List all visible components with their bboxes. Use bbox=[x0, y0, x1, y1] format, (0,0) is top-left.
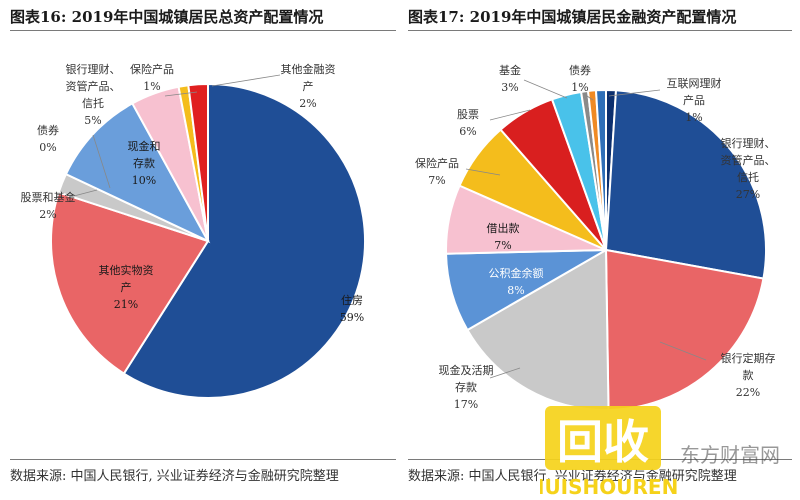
leader-other-financial bbox=[211, 74, 281, 87]
leader-bonds-fin bbox=[583, 93, 594, 101]
source-note-right: 数据来源: 中国人民银行, 兴业证券经济与金融研究院整理 bbox=[408, 469, 737, 484]
label-bonds-fin: 债券 1% bbox=[569, 63, 591, 94]
leader-cash-demand bbox=[489, 367, 521, 379]
label-wealth-mgmt: 银行理财、资管产品、信托 5% bbox=[66, 62, 121, 127]
label-provident-fund: 公积金余额 8% bbox=[489, 266, 544, 297]
watermark-side: 东方财富网 bbox=[680, 443, 780, 467]
chart-title-left: 图表16: 2019年中国城镇居民总资产配置情况 bbox=[10, 8, 324, 26]
leader-stocks-funds bbox=[69, 189, 98, 198]
right-slice-11 bbox=[594, 88, 607, 251]
chart-title-right: 图表17: 2019年中国城镇居民金融资产配置情况 bbox=[408, 8, 737, 26]
left-slice-0 bbox=[122, 82, 366, 399]
label-cash-demand: 现金及活期存款 17% bbox=[439, 363, 494, 411]
leader-time-deposits bbox=[659, 341, 707, 361]
label-other-physical: 其他实物资产 21% bbox=[99, 263, 154, 311]
source-rule-left bbox=[10, 459, 396, 460]
label-cash-deposits: 现金和存款 10% bbox=[128, 139, 161, 187]
watermark-sub: HUISHOUREN bbox=[540, 475, 678, 499]
watermark-main: 回收 bbox=[557, 415, 649, 469]
source-note-left: 数据来源: 中国人民银行, 兴业证券经济与金融研究院整理 bbox=[10, 469, 339, 484]
pie-chart-left bbox=[50, 82, 366, 399]
leader-bonds bbox=[92, 134, 111, 189]
label-other-financial: 其他金融资产 2% bbox=[281, 62, 336, 110]
label-time-deposits: 银行定期存款 22% bbox=[721, 351, 776, 399]
left-slice-1 bbox=[50, 191, 210, 375]
label-stocks: 股票 6% bbox=[457, 108, 479, 138]
left-slice-7 bbox=[187, 82, 209, 242]
label-funds: 基金 3% bbox=[499, 63, 521, 94]
label-internet-wealth: 互联网理财产品 1% bbox=[667, 76, 722, 124]
leader-stocks bbox=[489, 109, 531, 121]
label-insurance-fin: 保险产品 7% bbox=[415, 156, 459, 187]
title-rule-left bbox=[10, 30, 396, 31]
label-loans-out: 借出款 7% bbox=[487, 221, 520, 252]
leader-internet-wealth bbox=[608, 89, 661, 97]
label-insurance: 保险产品 1% bbox=[130, 62, 174, 93]
leader-funds bbox=[523, 79, 568, 99]
label-stocks-funds: 股票和基金 2% bbox=[21, 190, 76, 221]
pie-chart-right bbox=[445, 88, 767, 411]
watermark-logo: 回收 HUISHOUREN 东方财富网 bbox=[540, 406, 780, 499]
leader-insurance-fin bbox=[465, 168, 501, 176]
right-slice-1 bbox=[604, 89, 767, 280]
label-housing: 住房 59% bbox=[340, 293, 364, 324]
title-rule-right bbox=[408, 30, 792, 31]
left-slice-4 bbox=[64, 102, 211, 244]
leader-insurance bbox=[164, 91, 198, 97]
label-bonds: 债券 0% bbox=[37, 123, 59, 154]
label-bank-wealth: 银行理财、资管产品、信托 27% bbox=[721, 136, 776, 201]
